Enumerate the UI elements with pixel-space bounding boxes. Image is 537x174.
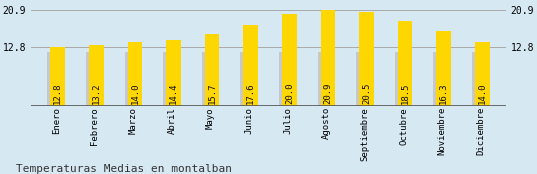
- Bar: [243, 25, 258, 106]
- Bar: [86, 52, 100, 106]
- Bar: [89, 45, 104, 106]
- Bar: [317, 52, 332, 106]
- Text: 16.3: 16.3: [439, 83, 448, 104]
- Text: Temperaturas Medias en montalban: Temperaturas Medias en montalban: [16, 164, 232, 174]
- Bar: [398, 21, 412, 106]
- Text: 14.0: 14.0: [478, 83, 487, 104]
- Text: 12.8: 12.8: [53, 83, 62, 104]
- Bar: [472, 52, 487, 106]
- Bar: [166, 40, 181, 106]
- Bar: [475, 42, 490, 106]
- Bar: [47, 52, 62, 106]
- Bar: [359, 12, 374, 106]
- Bar: [241, 52, 255, 106]
- Bar: [163, 52, 178, 106]
- Bar: [395, 52, 409, 106]
- Bar: [125, 52, 139, 106]
- Bar: [282, 14, 296, 106]
- Text: 13.2: 13.2: [92, 83, 101, 104]
- Text: 20.9: 20.9: [323, 83, 332, 104]
- Text: 15.7: 15.7: [208, 83, 216, 104]
- Text: 14.4: 14.4: [169, 83, 178, 104]
- Text: 20.5: 20.5: [362, 83, 371, 104]
- Bar: [437, 31, 451, 106]
- Text: 14.0: 14.0: [130, 83, 140, 104]
- Bar: [433, 52, 448, 106]
- Bar: [202, 52, 216, 106]
- Bar: [356, 52, 371, 106]
- Text: 20.0: 20.0: [285, 83, 294, 104]
- Bar: [321, 10, 335, 106]
- Bar: [279, 52, 294, 106]
- Bar: [50, 47, 65, 106]
- Text: 18.5: 18.5: [401, 83, 410, 104]
- Bar: [205, 34, 220, 106]
- Text: 17.6: 17.6: [246, 83, 255, 104]
- Bar: [128, 42, 142, 106]
